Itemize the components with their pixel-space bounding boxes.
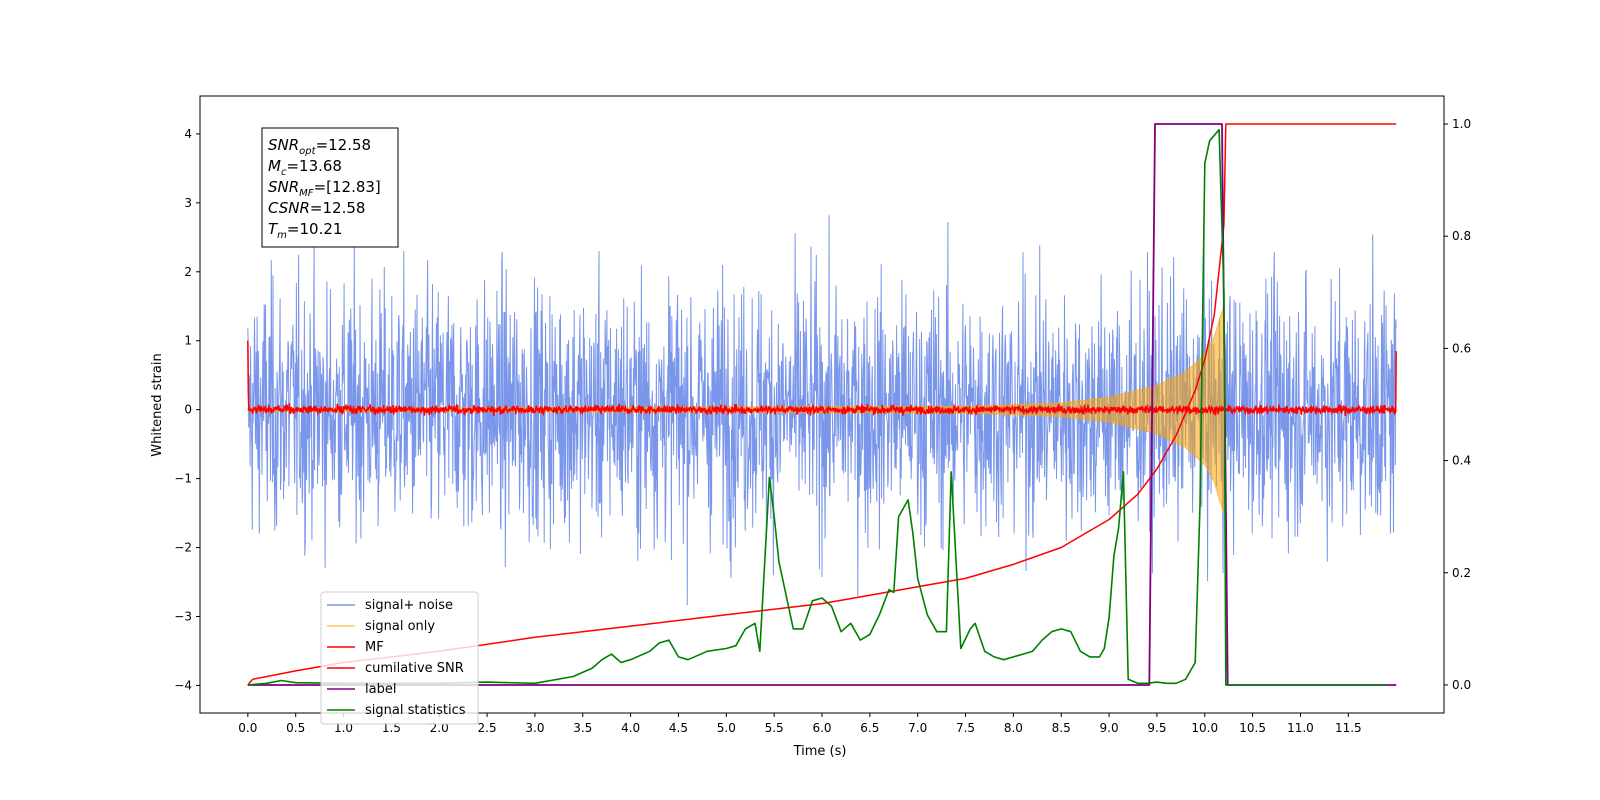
y-tick-label: 0 xyxy=(184,403,192,417)
legend-label: signal statistics xyxy=(365,703,466,718)
y-tick-label: −4 xyxy=(174,678,192,692)
y-tick-label: 4 xyxy=(184,127,192,141)
x-tick-label: 5.5 xyxy=(765,721,784,735)
y-tick-label: 1 xyxy=(184,334,192,348)
x-tick-label: 4.0 xyxy=(621,721,640,735)
y-tick-label: −2 xyxy=(174,541,192,555)
legend: signal+ noise signal only MF cumilative SNR… xyxy=(320,591,479,725)
series-mf-line xyxy=(247,340,1397,417)
legend-frame xyxy=(320,591,479,725)
x-tick-label: 9.0 xyxy=(1100,721,1119,735)
x-axis-label: Time (s) xyxy=(793,744,847,759)
y-tick-label: 3 xyxy=(184,196,192,210)
x-tick-label: 6.5 xyxy=(860,721,879,735)
x-tick-label: 3.0 xyxy=(525,721,544,735)
annotation-line: CSNR=12.58 xyxy=(268,199,365,217)
y-tick-label: 2 xyxy=(184,265,192,279)
annotation-box-frame xyxy=(261,127,399,248)
annotation-line: Tm=10.21 xyxy=(268,220,342,241)
y-axis-label: Whitened strain xyxy=(150,353,165,456)
y-tick-label: −3 xyxy=(174,609,192,623)
legend-label: MF xyxy=(365,640,384,655)
y-right-tick-label: 1.0 xyxy=(1452,117,1471,131)
x-tick-label: 7.0 xyxy=(908,721,927,735)
x-tick-label: 8.0 xyxy=(1004,721,1023,735)
y-right-tick-label: 0.0 xyxy=(1452,678,1471,692)
x-tick-label: 10.0 xyxy=(1191,721,1218,735)
stats-annotation-box: SNRopt=12.58Mc=13.68SNRMF=[12.83]CSNR=12… xyxy=(261,127,399,248)
series-signal-statistics-line xyxy=(247,128,1387,686)
x-tick-label: 2.5 xyxy=(478,721,497,735)
y-axis-right: 0.0 0.2 0.4 0.6 0.8 1.0 xyxy=(1444,117,1471,692)
legend-label: signal only xyxy=(365,619,435,634)
annotation-line: SNRMF=[12.83] xyxy=(268,178,381,199)
y-right-tick-label: 0.2 xyxy=(1452,566,1471,580)
legend-label: cumilative SNR xyxy=(365,661,464,676)
x-tick-label: 8.5 xyxy=(1052,721,1071,735)
x-tick-label: 9.5 xyxy=(1147,721,1166,735)
y-right-tick-label: 0.8 xyxy=(1452,229,1471,243)
annotation-line: Mc=13.68 xyxy=(268,157,342,178)
y-right-tick-label: 0.4 xyxy=(1452,454,1471,468)
x-tick-label: 3.5 xyxy=(573,721,592,735)
x-tick-label: 5.0 xyxy=(717,721,736,735)
x-tick-label: 0.5 xyxy=(286,721,305,735)
x-tick-label: 10.5 xyxy=(1239,721,1266,735)
x-tick-label: 11.5 xyxy=(1335,721,1362,735)
y-right-tick-label: 0.6 xyxy=(1452,341,1471,355)
legend-label: signal+ noise xyxy=(365,598,453,613)
x-tick-label: 0.0 xyxy=(238,721,257,735)
y-axis-left: −4 −3 −2 −1 0 1 2 3 4 xyxy=(174,127,200,692)
y-tick-label: −1 xyxy=(174,472,192,486)
x-tick-label: 7.5 xyxy=(956,721,975,735)
x-tick-label: 4.5 xyxy=(669,721,688,735)
x-tick-label: 6.0 xyxy=(812,721,831,735)
x-tick-label: 11.0 xyxy=(1287,721,1314,735)
legend-label: label xyxy=(365,682,396,697)
annotation-line: SNRopt=12.58 xyxy=(268,136,371,157)
